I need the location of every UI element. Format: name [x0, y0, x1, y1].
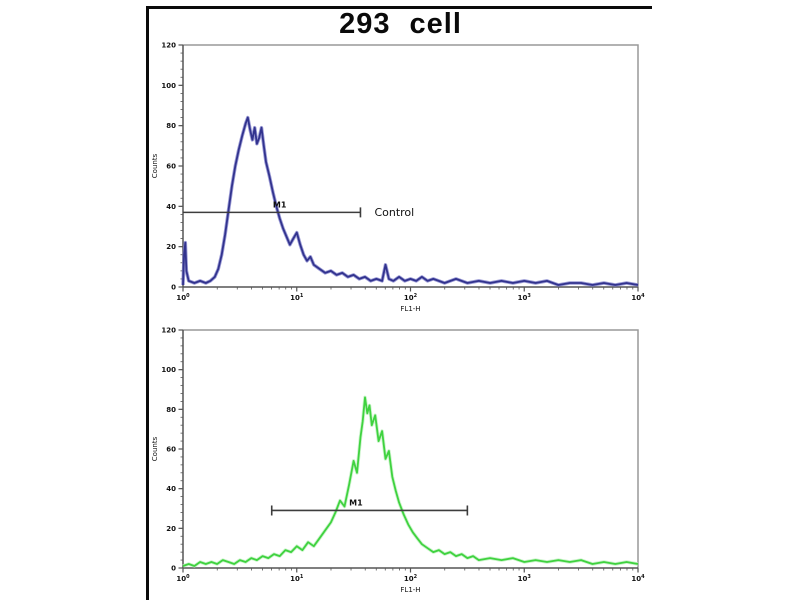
antibody-histogram-y-tick-label: 80: [166, 406, 176, 414]
antibody-histogram-y-tick-label: 100: [161, 366, 176, 374]
antibody-histogram-y-tick-label: 0: [171, 565, 176, 573]
control-histogram-gate-marker-label: M1: [273, 200, 287, 209]
antibody-histogram-gate-marker-label: M1: [349, 498, 363, 507]
antibody-histogram-y-tick-label: 20: [166, 525, 176, 533]
antibody-histogram-x-tick-label: 104: [631, 574, 645, 583]
control-histogram-y-tick-label: 120: [161, 42, 176, 50]
control-histogram-x-tick-label: 101: [290, 293, 304, 302]
antibody-histogram-x-tick-label: 101: [290, 574, 304, 583]
antibody-histogram-x-axis-title: FL1-H: [400, 586, 420, 594]
control-histogram-y-tick-label: 0: [171, 284, 176, 292]
control-histogram-y-tick-label: 20: [166, 243, 176, 251]
control-histogram-x-tick-label: 102: [404, 293, 418, 302]
control-histogram-x-tick-label: 100: [176, 293, 190, 302]
control-histogram-y-tick-label: 60: [166, 163, 176, 171]
antibody-histogram-box: [183, 329, 639, 568]
control-histogram-x-tick-label: 104: [631, 293, 645, 302]
control-histogram-y-axis-title: Counts: [151, 153, 159, 178]
control-histogram-gate-label: Control: [374, 206, 414, 219]
figure-border-top: [146, 6, 652, 9]
control-histogram-box: [183, 44, 639, 287]
antibody-histogram-x-tick-label: 100: [176, 574, 190, 583]
control-histogram-x-tick-label: 103: [518, 293, 532, 302]
control-histogram-y-tick-label: 100: [161, 82, 176, 90]
figure-border-left: [146, 6, 149, 600]
figure-title: 293 cell: [339, 8, 462, 40]
antibody-histogram-x-tick-label: 102: [404, 574, 418, 583]
control-histogram-curve: [182, 116, 639, 286]
antibody-histogram-curve-glow: [182, 395, 639, 568]
control-histogram-x-axis-title: FL1-H: [400, 305, 420, 313]
control-histogram-y-tick-label: 80: [166, 122, 176, 130]
antibody-histogram-x-tick-label: 103: [518, 574, 532, 583]
antibody-histogram-y-tick-label: 120: [161, 327, 176, 335]
antibody-histogram-y-axis-title: Counts: [151, 436, 159, 461]
control-histogram-curve-glow: [181, 115, 639, 287]
antibody-histogram-y-tick-label: 60: [166, 446, 176, 454]
antibody-histogram-curve: [182, 396, 639, 567]
control-histogram-y-tick-label: 40: [166, 203, 176, 211]
antibody-histogram-y-tick-label: 40: [166, 485, 176, 493]
